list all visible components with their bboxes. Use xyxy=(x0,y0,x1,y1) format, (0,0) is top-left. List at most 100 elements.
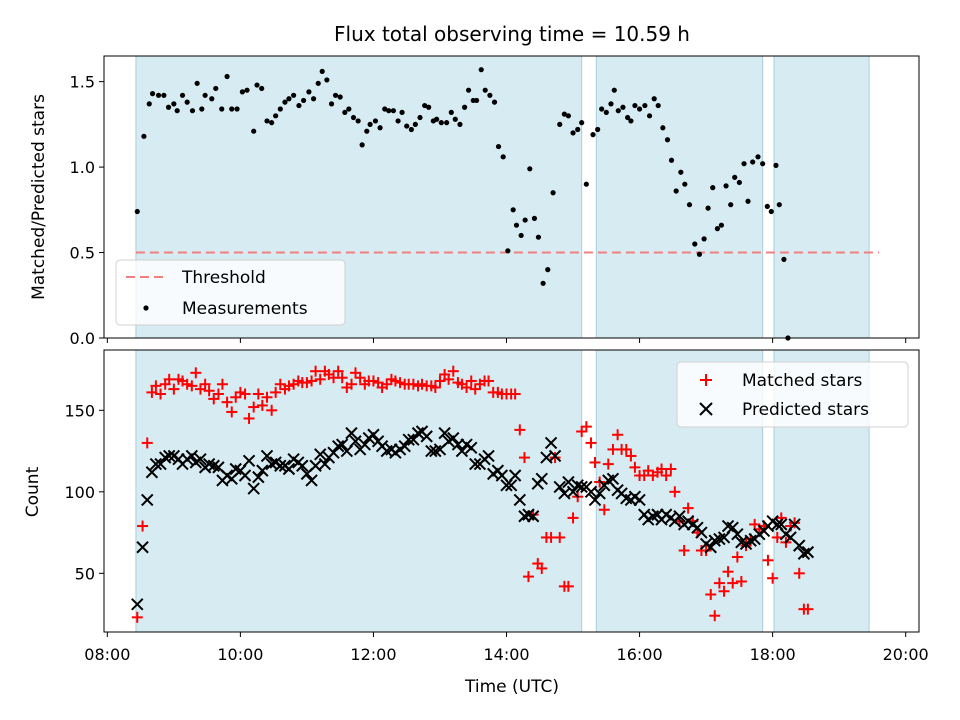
measurement-point xyxy=(611,87,617,93)
measurement-point xyxy=(599,106,605,112)
measurement-point xyxy=(367,121,373,127)
matched-star-point xyxy=(146,386,158,398)
matched-star-point xyxy=(762,554,774,566)
measurement-point xyxy=(219,106,225,112)
measurement-point xyxy=(465,87,472,93)
measurement-point xyxy=(664,137,671,143)
predicted-star-point xyxy=(455,444,469,458)
measurement-point xyxy=(718,222,725,228)
predicted-star-point xyxy=(256,464,269,477)
predicted-star-point xyxy=(801,545,815,559)
matched-star-point xyxy=(727,577,739,589)
x-tick-label: 18:00 xyxy=(750,645,796,664)
predicted-star-point xyxy=(744,534,757,547)
predicted-star-point xyxy=(495,469,509,482)
measurement-point xyxy=(438,120,444,126)
predicted-star-point xyxy=(544,436,558,450)
legend-predicted-label: Predicted stars xyxy=(742,400,869,420)
measurement-point xyxy=(473,97,480,104)
measurement-point xyxy=(678,169,684,175)
matched-star-point xyxy=(150,380,162,392)
predicted-star-point xyxy=(367,428,380,441)
predicted-star-point xyxy=(731,527,744,541)
predicted-star-point xyxy=(349,435,362,448)
measurement-point xyxy=(300,97,307,104)
measurement-point xyxy=(701,236,707,242)
measurement-point xyxy=(773,162,779,168)
measurement-point xyxy=(390,108,397,114)
predicted-star-point xyxy=(793,539,806,552)
matched-star-point xyxy=(802,603,814,615)
matched-star-point xyxy=(580,421,592,433)
measurement-point xyxy=(364,128,370,134)
predicted-star-point xyxy=(447,431,460,445)
matched-star-point xyxy=(567,512,579,524)
matched-star-point xyxy=(514,424,526,436)
measurement-point xyxy=(269,120,275,126)
matched-star-point xyxy=(168,383,180,395)
measurement-point xyxy=(710,185,716,191)
matched-star-point xyxy=(226,406,238,418)
matched-star-point xyxy=(536,562,548,574)
measurements-series xyxy=(134,67,791,341)
matched-star-point xyxy=(465,375,477,387)
matched-star-point xyxy=(718,585,730,597)
measurement-point xyxy=(199,106,205,112)
y-tick-label: 50 xyxy=(75,564,95,583)
predicted-star-point xyxy=(141,493,154,507)
matched-star-point xyxy=(461,381,473,393)
matched-star-point xyxy=(589,456,601,468)
matched-star-point xyxy=(518,452,530,464)
measurement-point xyxy=(259,85,265,92)
predicted-star-point xyxy=(726,521,739,534)
matched-star-point xyxy=(203,385,215,397)
predicted-star-point xyxy=(562,475,575,489)
measurement-point xyxy=(161,92,167,98)
x-axis-label: Time (UTC) xyxy=(464,677,559,697)
matched-star-point xyxy=(261,391,273,403)
matched-star-point xyxy=(554,531,566,543)
predicted-star-point xyxy=(318,457,332,471)
measurement-point xyxy=(306,89,312,95)
bottom-y-axis-label: Count xyxy=(23,466,43,517)
observing-window xyxy=(773,55,870,339)
predicted-star-point xyxy=(420,430,433,443)
predicted-star-point xyxy=(469,457,482,471)
predicted-star-point xyxy=(633,493,646,507)
measurement-point xyxy=(487,92,493,98)
predicted-star-point xyxy=(548,449,562,463)
matched-star-point xyxy=(186,380,198,392)
measurement-point xyxy=(686,202,693,208)
measurement-point xyxy=(655,102,661,109)
matched-star-point xyxy=(735,575,747,587)
predicted-stars-series xyxy=(131,425,815,611)
measurement-point xyxy=(174,108,180,114)
measurement-point xyxy=(768,208,774,215)
predicted-star-point xyxy=(194,453,207,466)
matched-stars-series xyxy=(131,365,814,623)
measurement-point xyxy=(319,68,325,74)
matched-star-point xyxy=(336,372,348,384)
measurement-point xyxy=(595,126,601,133)
top-y-axis-label: Matched/Predicted stars xyxy=(29,94,49,300)
matched-star-point xyxy=(163,373,175,385)
predicted-star-point xyxy=(775,518,788,531)
matched-star-point xyxy=(221,396,233,408)
bottom-x-ticks: 08:00 10:00 12:00 14:00 16:00 18:00 20:00 xyxy=(84,632,929,664)
x-tick-label: 20:00 xyxy=(883,645,929,664)
matched-star-point xyxy=(314,373,326,385)
measurement-point xyxy=(482,87,488,93)
measurement-point xyxy=(545,267,551,273)
measurement-point xyxy=(224,73,230,80)
measurement-point xyxy=(239,89,245,95)
predicted-star-point xyxy=(247,482,260,495)
predicted-star-point xyxy=(771,518,784,531)
predicted-star-point xyxy=(788,518,801,531)
predicted-star-point xyxy=(508,469,522,482)
matched-star-point xyxy=(429,381,441,393)
matched-star-point xyxy=(509,388,521,400)
matched-star-point xyxy=(620,443,632,455)
matched-star-point xyxy=(190,367,202,379)
y-tick-label: 150 xyxy=(64,401,95,420)
predicted-star-point xyxy=(335,438,349,451)
